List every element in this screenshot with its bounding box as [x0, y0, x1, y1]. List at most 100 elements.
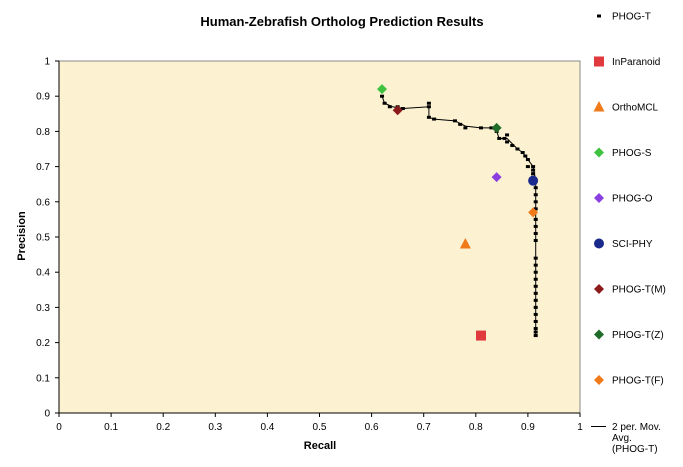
phog-t-point	[510, 143, 515, 147]
plot-background	[58, 60, 581, 414]
y-tick-label: 0.8	[36, 127, 50, 138]
y-tick-label: 0.4	[36, 268, 50, 279]
x-tick-label: 0.3	[208, 422, 222, 433]
phog-t-point	[533, 186, 538, 190]
phog-t-point	[533, 305, 538, 309]
x-tick-label: 0.5	[313, 422, 327, 433]
y-axis-label: Precision	[16, 211, 28, 261]
legend-label-phog-t-z: PHOG-T(Z)	[612, 330, 664, 341]
x-tick-label: 0.9	[521, 422, 535, 433]
phog-t-point	[533, 256, 538, 260]
phog-t-point	[533, 207, 538, 211]
legend-swatch-sci-phy	[594, 238, 604, 249]
y-tick-label: 0.1	[36, 373, 50, 384]
legend-label-orthomcl: OrthoMCL	[612, 103, 659, 114]
sci-phy-point	[528, 175, 539, 186]
y-tick-label: 0	[44, 409, 50, 420]
phog-t-point	[531, 165, 536, 169]
legend-swatch-phog-t-m	[594, 284, 604, 294]
legend-label-inparanoid: InParanoid	[612, 57, 660, 68]
phog-t-point	[525, 165, 530, 169]
phog-t-point	[382, 101, 387, 105]
phog-t-point	[520, 151, 525, 155]
legend-swatch-phog-t-f	[594, 375, 604, 385]
phog-t-point	[523, 154, 528, 158]
phog-t-point	[531, 168, 536, 172]
x-tick-label: 0.1	[104, 422, 118, 433]
legend-label-phog-s: PHOG-S	[612, 148, 652, 159]
legend: PHOG-T InParanoid OrthoMCL PHOG-S PHOG-O SCI-…	[591, 12, 666, 455]
phog-t-point	[533, 200, 538, 204]
plot-area	[58, 60, 581, 414]
y-axis: 0 0.1 0.2 0.3 0.4 0.5 0.6 0.7 0.8 0.9 1	[36, 57, 59, 420]
phog-t-point	[426, 105, 431, 109]
phog-t-point	[426, 101, 431, 105]
legend-swatch-inparanoid	[594, 56, 604, 67]
phog-t-point	[533, 224, 538, 228]
phog-t-point	[533, 334, 538, 338]
legend-label-sci-phy: SCI-PHY	[612, 239, 653, 250]
phog-t-point	[533, 239, 538, 243]
phog-t-point	[505, 140, 510, 144]
y-tick-label: 1	[44, 57, 50, 68]
x-tick-label: 0.8	[469, 422, 483, 433]
legend-swatch-phog-t	[597, 14, 601, 18]
phog-t-point	[400, 107, 405, 111]
chart-title: Human-Zebrafish Ortholog Prediction Resu…	[200, 14, 483, 29]
phog-t-point	[533, 284, 538, 288]
phog-t-point	[458, 122, 463, 126]
phog-t-point	[497, 136, 502, 140]
phog-t-point	[533, 312, 538, 316]
phog-t-point	[533, 330, 538, 334]
phog-t-point	[426, 115, 431, 119]
x-tick-label: 0.2	[156, 422, 170, 433]
legend-swatch-phog-s	[594, 147, 604, 158]
x-axis-label: Recall	[304, 440, 336, 452]
x-tick-label: 0	[56, 422, 62, 433]
x-tick-label: 0.7	[417, 422, 431, 433]
phog-t-point	[533, 319, 538, 323]
phog-t-z-point	[491, 122, 502, 133]
legend-label-phog-o: PHOG-O	[612, 194, 653, 205]
legend-swatch-phog-t-z	[594, 329, 604, 340]
phog-o-point	[491, 172, 502, 183]
phog-t-point	[432, 117, 437, 121]
phog-t-f-point	[528, 207, 539, 218]
phog-t-point	[380, 94, 385, 98]
phog-t-point	[533, 298, 538, 302]
phog-t-point	[515, 147, 520, 151]
phog-t-point	[533, 193, 538, 197]
x-tick-label: 0.6	[365, 422, 379, 433]
legend-label-moving-average: 2 per. Mov.	[612, 422, 661, 433]
phog-t-point	[463, 126, 468, 130]
phog-t-point	[533, 277, 538, 281]
phog-t-point	[489, 126, 494, 130]
phog-t-point	[533, 291, 538, 295]
y-tick-label: 0.9	[36, 92, 50, 103]
legend-label-phog-t: PHOG-T	[612, 12, 651, 23]
legend-label-phog-t-m: PHOG-T(M)	[612, 285, 666, 296]
y-tick-label: 0.6	[36, 197, 50, 208]
legend-swatch-phog-o	[594, 193, 604, 203]
x-axis: 0 0.1 0.2 0.3 0.4 0.5 0.6 0.7 0.8 0.9 1	[56, 413, 583, 433]
y-tick-label: 0.5	[36, 233, 50, 244]
legend-label-phog-t-f: PHOG-T(F)	[612, 376, 664, 387]
phog-t-point	[505, 133, 510, 137]
y-tick-label: 0.2	[36, 338, 50, 349]
legend-label-moving-average: Avg.	[612, 433, 632, 444]
phog-t-point	[533, 263, 538, 267]
phog-t-point	[479, 126, 484, 130]
legend-swatch-orthomcl	[593, 101, 605, 112]
phog-t-point	[533, 327, 538, 331]
inparanoid-point	[476, 330, 487, 341]
phog-t-point	[531, 172, 536, 176]
phog-t-point	[452, 119, 457, 123]
x-tick-label: 1	[577, 422, 583, 433]
phog-s-point	[377, 84, 388, 95]
orthomcl-point	[459, 238, 471, 249]
y-tick-label: 0.3	[36, 303, 50, 314]
phog-t-point	[533, 217, 538, 221]
legend-label-moving-average: (PHOG-T)	[612, 444, 658, 455]
phog-t-point	[533, 231, 538, 235]
